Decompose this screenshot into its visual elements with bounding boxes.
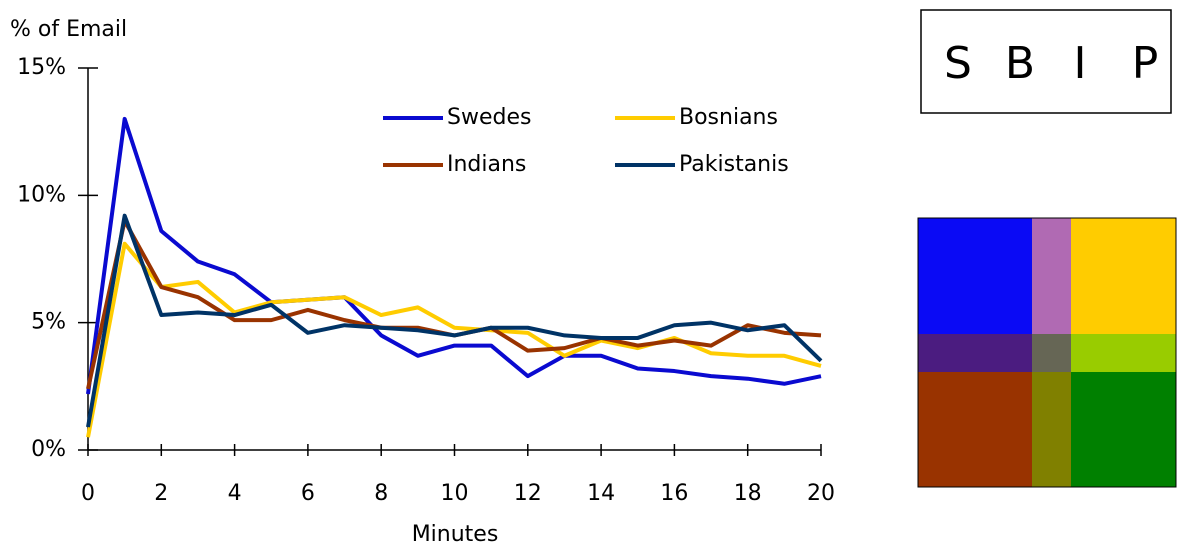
x-tick-label: 0 [81,481,95,506]
cell [1032,372,1071,487]
legend-label: Indians [447,152,526,177]
cell [1071,372,1176,487]
legend-label: Pakistanis [679,152,789,177]
x-tick-label: 18 [734,481,762,506]
y-tick-label: 0% [31,437,66,462]
cell [918,334,1032,372]
series-line [86,116,822,395]
cell [918,372,1032,487]
key-box [920,9,1172,114]
cell [1071,334,1176,372]
x-axis-label: Minutes [412,522,499,547]
cell [1071,218,1176,334]
cell [918,218,1032,334]
key-letters: S B I P [944,38,1158,89]
legend-label: Bosnians [679,105,778,130]
x-tick-label: 12 [514,481,542,506]
x-tick-label: 20 [807,481,835,506]
grid-border [917,217,1177,488]
key-letter: I [1074,38,1087,89]
y-tick-label: 10% [17,182,66,207]
x-tick-label: 6 [301,481,315,506]
series-line [86,213,823,428]
y-tick-label: 5% [31,310,66,335]
x-tick-label: 14 [587,481,615,506]
x-tick-label: 16 [660,481,688,506]
x-tick-label: 2 [154,481,168,506]
x-tick-label: 10 [441,481,469,506]
y-tick-label: 15% [17,55,66,80]
series-line [86,218,822,390]
x-tick-label: 8 [374,481,388,506]
key-letter: B [1005,38,1035,89]
x-tick-label: 4 [228,481,242,506]
y-axis-label: % of Email [10,17,127,42]
cell [1032,218,1071,334]
legend-label: Swedes [447,105,531,130]
cell [1032,334,1071,372]
color-grid [917,217,1177,488]
key-letter: S [944,38,972,89]
series-line [86,241,822,438]
key-letter: P [1132,38,1159,89]
